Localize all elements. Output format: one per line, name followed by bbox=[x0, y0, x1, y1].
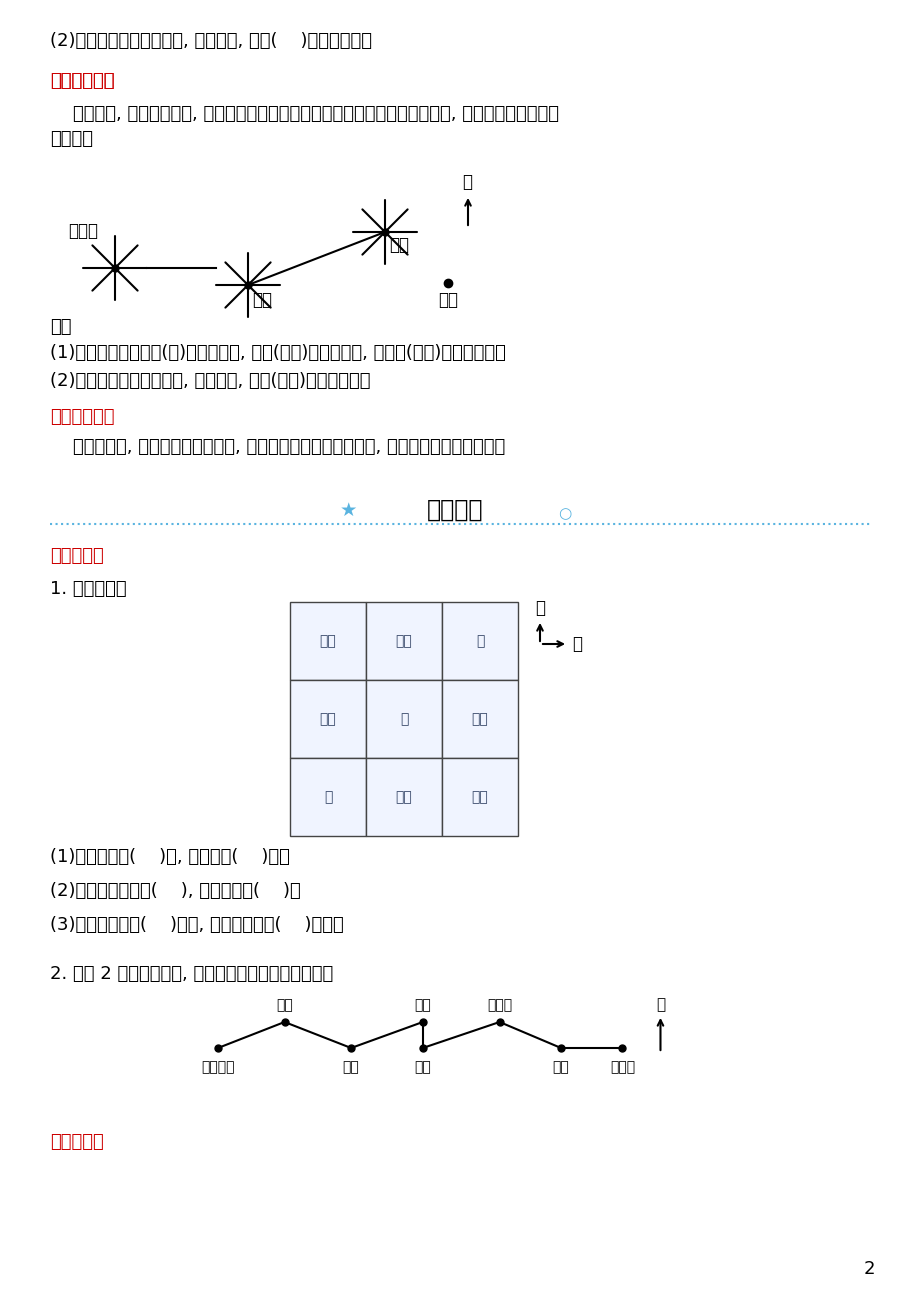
Text: 北: 北 bbox=[461, 173, 471, 191]
Text: 北: 北 bbox=[655, 997, 664, 1012]
Bar bbox=[366, 758, 441, 836]
Text: (1)菲菲每天上学先向(东)面走到书店, 再向(东北)面走到医院, 最后向(东南)面走到学校。: (1)菲菲每天上学先向(东)面走到书店, 再向(东北)面走到医院, 最后向(东南… bbox=[50, 344, 505, 362]
Text: 大象: 大象 bbox=[395, 790, 412, 805]
Text: 狮: 狮 bbox=[323, 790, 332, 805]
Bar bbox=[366, 602, 441, 680]
Text: 2: 2 bbox=[863, 1260, 874, 1279]
Text: 【基础题】: 【基础题】 bbox=[50, 547, 104, 565]
Text: 老虎: 老虎 bbox=[319, 712, 336, 727]
Bar bbox=[441, 680, 517, 758]
Text: 利用画图法, 在确定中心的基础上, 更好地判定另一物体的方向, 是对方向板的很好使用。: 利用画图法, 在确定中心的基础上, 更好地判定另一物体的方向, 是对方向板的很好… bbox=[50, 437, 505, 456]
Text: (3)熊猫在骆驼的(    )方向, 老虎在大象的(    )方向。: (3)熊猫在骆驼的( )方向, 老虎在大象的( )方向。 bbox=[50, 917, 344, 934]
Text: 【助教解读】: 【助教解读】 bbox=[50, 72, 114, 90]
Text: (1)鹅在小鹿的(    )面, 在斑马的(    )面。: (1)鹅在小鹿的( )面, 在斑马的( )面。 bbox=[50, 848, 289, 866]
Text: 1. 看图填空。: 1. 看图填空。 bbox=[50, 579, 127, 598]
Text: 菲菲家: 菲菲家 bbox=[68, 223, 98, 240]
Bar bbox=[289, 602, 366, 680]
Text: 生变化。: 生变化。 bbox=[50, 130, 93, 148]
Text: 北: 北 bbox=[535, 599, 544, 617]
Text: 【经验总结】: 【经验总结】 bbox=[50, 408, 114, 426]
Text: 熊猫: 熊猫 bbox=[471, 790, 488, 805]
Text: 解：: 解： bbox=[50, 318, 72, 336]
Text: 判定方向, 先选准中心后, 画方向板来判定另一物体在中心哪面。行走方向不同, 物体的相对方向也发: 判定方向, 先选准中心后, 画方向板来判定另一物体在中心哪面。行走方向不同, 物… bbox=[50, 105, 559, 122]
Text: 医院: 医院 bbox=[389, 236, 409, 254]
Bar bbox=[441, 758, 517, 836]
Text: 鹅: 鹅 bbox=[400, 712, 408, 727]
Text: 举一反三: 举一反三 bbox=[426, 497, 482, 522]
Bar bbox=[289, 680, 366, 758]
Bar bbox=[289, 758, 366, 836]
Text: 花园小区: 花园小区 bbox=[201, 1060, 234, 1074]
Text: (2)鹅的东北方向是(    ), 西南方向是(    )。: (2)鹅的东北方向是( ), 西南方向是( )。 bbox=[50, 881, 301, 900]
Bar bbox=[366, 680, 441, 758]
Text: (2)如果菲菲放学回家路上, 走到医院, 再向(    )面走到书店。: (2)如果菲菲放学回家路上, 走到医院, 再向( )面走到书店。 bbox=[50, 33, 371, 49]
Text: 东: 东 bbox=[572, 635, 582, 654]
Text: 猎: 猎 bbox=[475, 634, 483, 648]
Text: 广场: 广场 bbox=[414, 1060, 431, 1074]
Text: 服装城: 服装城 bbox=[486, 999, 512, 1012]
Text: 骆驼: 骆驼 bbox=[319, 634, 336, 648]
Text: 公园: 公园 bbox=[552, 1060, 569, 1074]
Text: 二院: 二院 bbox=[343, 1060, 359, 1074]
Text: 【能力题】: 【能力题】 bbox=[50, 1133, 104, 1151]
Text: 书店: 书店 bbox=[252, 292, 272, 309]
Text: 斑马: 斑马 bbox=[471, 712, 488, 727]
Text: ★: ★ bbox=[339, 500, 357, 519]
Text: 《助教解读》: 《助教解读》 bbox=[50, 72, 114, 90]
Bar bbox=[441, 602, 517, 680]
Text: 小学: 小学 bbox=[276, 999, 292, 1012]
Text: (2)如果菲菲放学回家路上, 走到医院, 再向(西南)面走到书店。: (2)如果菲菲放学回家路上, 走到医院, 再向(西南)面走到书店。 bbox=[50, 372, 370, 391]
Text: ○: ○ bbox=[558, 506, 571, 522]
Text: 学校: 学校 bbox=[437, 292, 458, 309]
Text: 供电局: 供电局 bbox=[609, 1060, 634, 1074]
Text: 书城: 书城 bbox=[414, 999, 431, 1012]
Text: 小鹿: 小鹿 bbox=[395, 634, 412, 648]
Text: 2. 写出 2 路车公交路线, 由花园小区开始（带方向）。: 2. 写出 2 路车公交路线, 由花园小区开始（带方向）。 bbox=[50, 965, 333, 983]
